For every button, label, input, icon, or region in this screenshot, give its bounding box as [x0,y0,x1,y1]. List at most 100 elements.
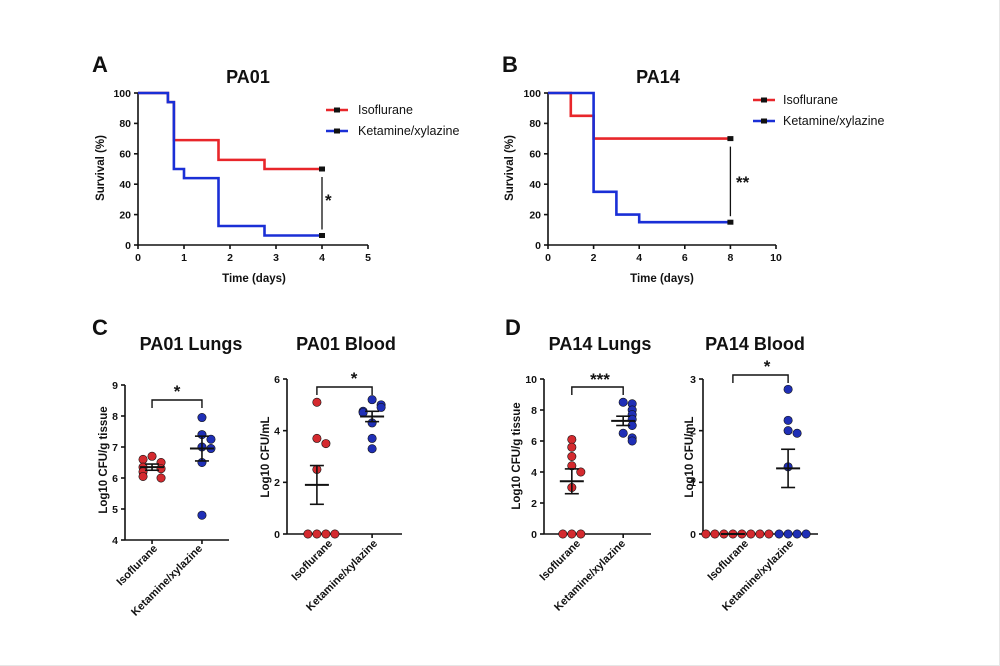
chart-c1-significance: * [174,382,181,401]
chart-d2-data-point [783,384,793,394]
chart-c1-y-tick-label: 5 [112,504,118,516]
chart-d1-data-point [627,436,637,446]
chart-d1-data-point [567,442,577,452]
chart-b-series-line [548,91,731,140]
chart-c2-data-point [367,444,377,454]
chart-d2-data-point [783,415,793,425]
chart-d1-y-tick-label: 0 [531,529,537,541]
chart-a-xlabel: Time (days) [222,273,286,285]
panel-label-a: A [92,52,108,77]
chart-b-y-tick-label: 80 [529,118,541,130]
chart-a-series-line [138,91,322,171]
chart-d1-y-tick-label: 4 [531,467,537,479]
chart-c1-data-point [197,510,207,520]
chart-c2-data-point [367,395,377,405]
chart-c2-data-point [312,433,322,443]
chart-d2-data-point [783,426,793,436]
chart-d2-data-point [764,529,774,539]
chart-b-title: PA14 [636,67,680,87]
chart-b-ylabel: Survival (%) [504,135,516,201]
chart-a-y-tick-label: 0 [125,240,131,252]
chart-b-censor-mark [727,136,734,142]
chart-d2-y-tick-label: 1 [690,477,696,489]
chart-b-x-tick-label: 10 [770,252,782,264]
panel-label-d: D [505,315,521,340]
chart-d2-data-point [774,529,784,539]
chart-d2-y-tick-label: 0 [690,529,696,541]
chart-c1-title: PA01 Lungs [140,334,243,354]
chart-a-x-tick-label: 1 [181,252,187,264]
chart-a-y-tick-label: 20 [119,209,131,221]
chart-c1-data-point [156,473,166,483]
chart-a-title: PA01 [226,67,270,87]
chart-a-y-tick-label: 60 [119,149,131,161]
chart-c1-data-point [156,464,166,474]
chart-c2-data-point [330,529,340,539]
chart-c2-y-tick-label: 2 [274,477,280,489]
chart-c2-ylabel: Log10 CFU/mL [260,416,272,497]
chart-a-censor-mark [319,166,325,172]
chart-c2-data-point [376,402,386,412]
chart-b-significance: ** [736,173,750,192]
chart-d2-ylabel: Log10 CFU/mL [684,416,696,497]
chart-d1-data-point [618,428,628,438]
chart-b-legend-label: Isoflurane [783,93,838,107]
chart-c2-y-tick-label: 6 [274,374,280,386]
chart-d2-data-point [792,529,802,539]
chart-a-x-tick-label: 0 [135,252,141,264]
chart-c1-data-point [138,471,148,481]
chart-d1-data-point [558,529,568,539]
chart-d1-y-tick-label: 8 [531,405,537,417]
chart-c1-data-point [206,434,216,444]
chart-a-x-tick-label: 5 [365,252,371,264]
chart-d1-significance-bracket [571,386,624,395]
chart-a-series-line [138,91,322,237]
chart-a-y-tick-label: 100 [113,88,131,100]
chart-c2-data-point [312,529,322,539]
chart-a-ylabel: Survival (%) [95,135,107,201]
chart-b-legend-label: Ketamine/xylazine [783,114,884,128]
chart-b-censor-mark [727,219,734,225]
chart-c1-category-label: Isoflurane [114,543,160,589]
chart-c2-category-label: Isoflurane [289,538,335,584]
chart-d2-data-point [746,529,756,539]
chart-c2-data-point [312,397,322,407]
chart-d1-data-point [567,451,577,461]
chart-c2-data-point [367,433,377,443]
chart-c1-y-tick-label: 8 [112,411,118,423]
chart-c2-significance-bracket [316,386,373,395]
chart-a-legend-label: Ketamine/xylazine [358,124,459,138]
chart-d2-data-point [783,529,793,539]
chart-d1-data-point [576,467,586,477]
chart-b-legend-marker [761,118,767,124]
chart-c1-data-point [138,454,148,464]
chart-d2-data-point [801,529,811,539]
chart-b-x-tick-label: 0 [545,252,551,264]
chart-b-y-tick-label: 100 [523,88,541,100]
chart-c1-ylabel: Log10 CFU/g tissue [98,406,110,513]
panel-label-b: B [502,52,518,77]
chart-a-legend-marker [334,107,340,113]
chart-d1-data-point [618,397,628,407]
chart-d2-significance-bracket [732,374,789,383]
chart-b-y-tick-label: 20 [529,209,541,221]
chart-a-legend-marker [334,128,340,134]
chart-a-y-tick-label: 40 [119,179,131,191]
chart-c2-data-point [321,439,331,449]
chart-a-y-tick-label: 80 [119,118,131,130]
chart-c2-y-tick-label: 4 [274,425,280,437]
chart-d2-data-point [755,529,765,539]
chart-a-censor-mark [319,233,325,238]
chart-d1-data-point [567,434,577,444]
chart-d2-y-tick-label: 2 [690,425,696,437]
chart-d1-data-point [576,529,586,539]
chart-d2-y-tick-label: 3 [690,374,696,386]
chart-b-x-tick-label: 8 [727,252,733,264]
chart-c2-significance: * [351,369,358,388]
chart-d2-category-label: Isoflurane [705,538,751,584]
chart-b-legend-marker [761,97,767,103]
chart-b-x-tick-label: 2 [591,252,597,264]
chart-d1-y-tick-label: 10 [525,374,537,386]
